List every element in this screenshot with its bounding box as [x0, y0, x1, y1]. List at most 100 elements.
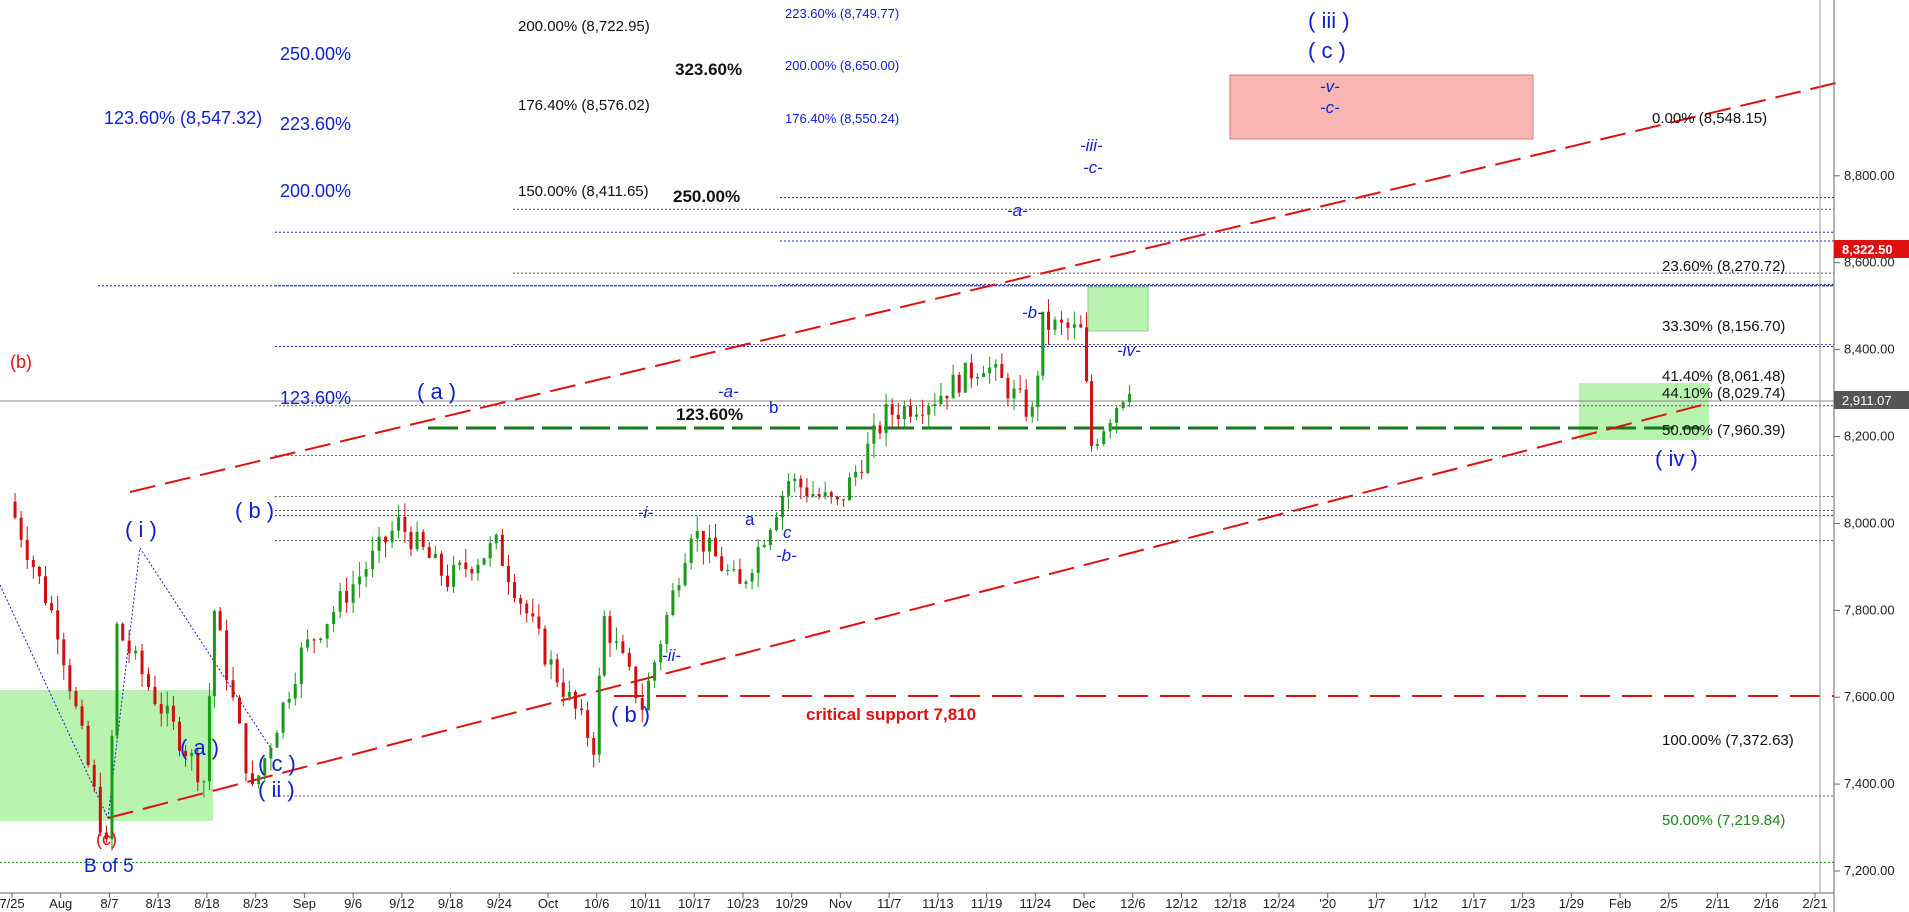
candle-body [902, 405, 906, 420]
candle-body [841, 499, 845, 501]
candle-body [358, 576, 362, 585]
y-axis-ticks: 7,200.00 7,400.00 7,600.00 7,800.00 8,000.00… [1834, 168, 1895, 878]
candle-body [602, 616, 606, 676]
candle-body [231, 680, 235, 698]
wave-label-b-small-oct: -b- [776, 546, 797, 565]
bold-label-123: 123.60% [676, 405, 743, 424]
y-tick-label: 7,400.00 [1844, 776, 1895, 791]
y-tick-label: 7,800.00 [1844, 602, 1895, 617]
candle-body [202, 781, 206, 783]
candle-body [945, 395, 949, 399]
fib-label-33-3: 33.30% (8,156.70) [1662, 318, 1785, 335]
side-price-badge: 2,911.07 [1834, 391, 1909, 409]
fib-label-0: 0.00% (8,548.15) [1652, 110, 1767, 127]
candle-body [969, 362, 973, 379]
fib-label-41-4: 41.40% (8,061.48) [1662, 368, 1785, 385]
candle-body [1079, 324, 1083, 328]
candle-body [762, 544, 766, 547]
candle-body [415, 531, 419, 550]
x-tick-label: 12/6 [1120, 896, 1145, 911]
lower-channel-line [107, 404, 1703, 819]
fib-label-176-left: 176.40% (8,576.02) [518, 97, 650, 114]
candle-body [257, 775, 261, 785]
candle-body [345, 591, 349, 603]
candle-body [519, 598, 523, 604]
fib-label-176-small: 176.40% (8,550.24) [785, 111, 899, 126]
wave-label-a-paren-2: ( a ) [180, 735, 219, 760]
candle-body [244, 723, 248, 774]
candle-body [653, 662, 657, 681]
candle-body [543, 628, 547, 665]
candle-body [908, 405, 912, 417]
candle-body [439, 553, 443, 576]
candle-body [695, 530, 699, 539]
candle-body [452, 564, 456, 587]
candle-body [744, 581, 748, 584]
candle-body [975, 376, 979, 379]
candle-body [823, 492, 827, 497]
candle-body [506, 565, 510, 582]
y-tick-label: 8,200.00 [1844, 429, 1895, 444]
x-tick-label: 8/7 [100, 896, 118, 911]
wave-label-b-paren-2: ( b ) [611, 702, 650, 727]
x-tick-label: 1/17 [1461, 896, 1486, 911]
candle-body [640, 698, 644, 710]
x-tick-label: 8/18 [194, 896, 219, 911]
candle-body [701, 530, 705, 552]
candle-body [714, 537, 718, 557]
candle-body [19, 517, 23, 540]
fib-label-200-small: 200.00% (8,650.00) [785, 58, 899, 73]
x-tick-label: 1/29 [1559, 896, 1584, 911]
candle-body [299, 647, 303, 684]
x-tick-label: Oct [538, 896, 559, 911]
candle-body [319, 638, 323, 641]
candle-body [1041, 311, 1045, 376]
wave-label-iv-small: -iv- [1117, 341, 1141, 360]
candle-body [732, 569, 736, 571]
candle-body [104, 832, 108, 840]
wave-label-iv-paren: ( iv ) [1655, 446, 1698, 471]
wave-label-b-small: -b- [1022, 303, 1043, 322]
x-tick-label: 8/13 [146, 896, 171, 911]
candle-body [140, 650, 144, 675]
candle-body [1072, 324, 1076, 328]
wave-label-c-paren: ( c ) [258, 751, 296, 776]
wave-connector-line [139, 547, 273, 751]
target-zone-box [1229, 74, 1534, 140]
x-tick-label: Nov [829, 896, 853, 911]
fib-label-150-left: 150.00% (8,411.65) [518, 183, 649, 200]
candle-body [683, 562, 687, 586]
y-tick-label: 7,600.00 [1844, 689, 1895, 704]
candle-body [994, 363, 998, 368]
candle-body [608, 616, 612, 643]
candle-body [872, 425, 876, 444]
candle-body [787, 480, 791, 496]
bold-label-250: 250.00% [673, 187, 740, 206]
wave-label-i-paren: ( i ) [125, 517, 157, 542]
candle-body [134, 650, 138, 654]
candle-body [573, 691, 577, 709]
candle-body [756, 546, 760, 573]
candle-body [427, 547, 431, 558]
bold-label-323: 323.60% [675, 60, 742, 79]
candle-body [397, 516, 401, 531]
x-tick-label: 11/19 [971, 896, 1003, 911]
candle-body [866, 443, 870, 473]
side-price-label: 2,911.07 [1842, 393, 1892, 408]
candle-body [50, 603, 54, 611]
x-tick-label: 11/13 [922, 896, 954, 911]
candle-body [835, 496, 839, 500]
candle-body [957, 374, 961, 393]
candle-body [207, 696, 211, 782]
candle-body [1128, 393, 1132, 403]
candle-body [153, 686, 157, 705]
candle-body [127, 640, 131, 654]
y-tick-label: 8,400.00 [1844, 342, 1895, 357]
candle-body [377, 536, 381, 551]
candle-body [768, 529, 772, 545]
candle-body [805, 487, 809, 497]
wave-connector-line [0, 584, 109, 819]
candle-body [238, 697, 242, 724]
candle-body [799, 478, 803, 488]
